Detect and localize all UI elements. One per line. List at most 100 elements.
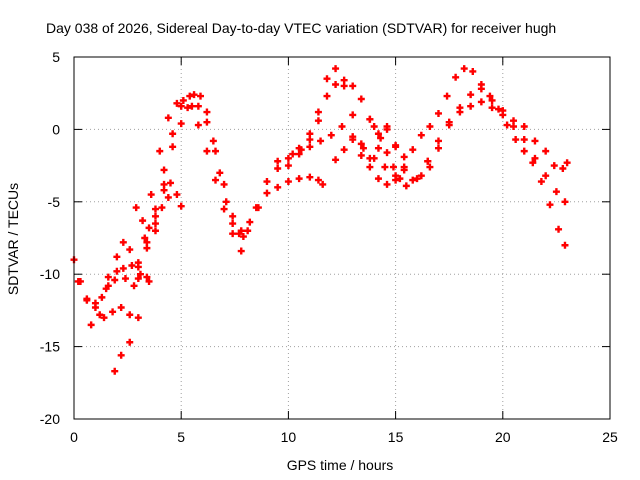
data-point (317, 137, 325, 145)
data-point (104, 273, 112, 281)
y-tick-label: -15 (40, 339, 60, 355)
data-point (323, 75, 331, 83)
data-point (520, 147, 528, 155)
data-point (143, 273, 151, 281)
data-point (426, 163, 434, 171)
data-point (338, 123, 346, 131)
data-point (143, 238, 151, 246)
data-point (552, 188, 560, 196)
data-point (542, 172, 550, 180)
data-point (327, 131, 335, 139)
series-track-9 (332, 65, 569, 249)
data-point (370, 123, 378, 131)
data-point (220, 180, 228, 188)
data-point (314, 176, 322, 184)
data-point (212, 176, 220, 184)
data-point (166, 179, 174, 187)
data-point (244, 227, 252, 235)
data-point (503, 121, 511, 129)
data-point (134, 314, 142, 322)
data-point (392, 176, 400, 184)
data-point (383, 123, 391, 131)
axis-ticks: 0 5 10 15 20 25 -20 -15 -10 -5 0 5 (40, 49, 618, 445)
data-point (102, 285, 110, 293)
data-point (520, 123, 528, 131)
data-point (83, 296, 91, 304)
data-point (561, 241, 569, 249)
data-points (70, 65, 571, 375)
data-point (130, 282, 138, 290)
data-point (274, 157, 282, 165)
data-point (229, 212, 237, 220)
x-tick-label: 0 (70, 429, 78, 445)
data-point (111, 367, 119, 375)
series-track-6 (132, 193, 172, 232)
data-point (98, 293, 106, 301)
data-point (134, 259, 142, 267)
data-point (488, 96, 496, 104)
data-point (284, 162, 292, 170)
data-point (117, 304, 125, 312)
data-point (91, 304, 99, 312)
plot-frame (73, 56, 611, 420)
data-point (222, 198, 230, 206)
data-point (340, 76, 348, 84)
data-point (100, 314, 108, 322)
data-point (445, 121, 453, 129)
data-point (349, 111, 357, 119)
data-point (184, 104, 192, 112)
data-point (563, 159, 571, 167)
y-tick-label: -10 (40, 266, 60, 282)
data-point (426, 123, 434, 131)
data-point (96, 311, 104, 319)
data-point (235, 230, 243, 238)
data-point (151, 205, 159, 213)
data-point (117, 351, 125, 359)
data-point (274, 183, 282, 191)
data-point (119, 238, 127, 246)
data-point (374, 130, 382, 138)
data-point (151, 220, 159, 228)
data-point (284, 154, 292, 162)
data-point (109, 308, 117, 316)
data-point (306, 173, 314, 181)
data-point (383, 180, 391, 188)
data-point (169, 143, 177, 151)
series-track-2 (74, 92, 327, 322)
data-point (147, 191, 155, 199)
data-point (434, 109, 442, 117)
y-tick-label: -20 (40, 411, 60, 427)
data-point (495, 105, 503, 113)
data-point (284, 178, 292, 186)
data-point (246, 218, 254, 226)
data-point (186, 92, 194, 100)
data-point (297, 146, 305, 154)
data-point (417, 131, 425, 139)
data-point (113, 267, 121, 275)
data-point (126, 338, 134, 346)
data-point (409, 146, 417, 154)
data-point (203, 118, 211, 126)
data-point (113, 253, 121, 261)
series-track-4 (111, 91, 247, 375)
series-track-5 (102, 262, 153, 293)
data-point (402, 182, 410, 190)
data-point (156, 147, 164, 155)
data-point (173, 191, 181, 199)
x-tick-label: 20 (495, 429, 511, 445)
chart-title: Day 038 of 2026, Sidereal Day-to-day VTE… (46, 20, 556, 36)
data-point (319, 180, 327, 188)
y-axis-label: SDTVAR / TECUs (5, 183, 21, 295)
data-point (460, 65, 468, 73)
data-point (512, 136, 520, 144)
data-point (203, 147, 211, 155)
data-point (349, 136, 357, 144)
series-track-1 (70, 96, 569, 307)
data-point (366, 154, 374, 162)
data-point (196, 92, 204, 100)
data-point (194, 121, 202, 129)
data-point (212, 147, 220, 155)
data-point (190, 91, 198, 99)
series-track-10 (424, 85, 571, 172)
x-tick-label: 10 (281, 429, 297, 445)
